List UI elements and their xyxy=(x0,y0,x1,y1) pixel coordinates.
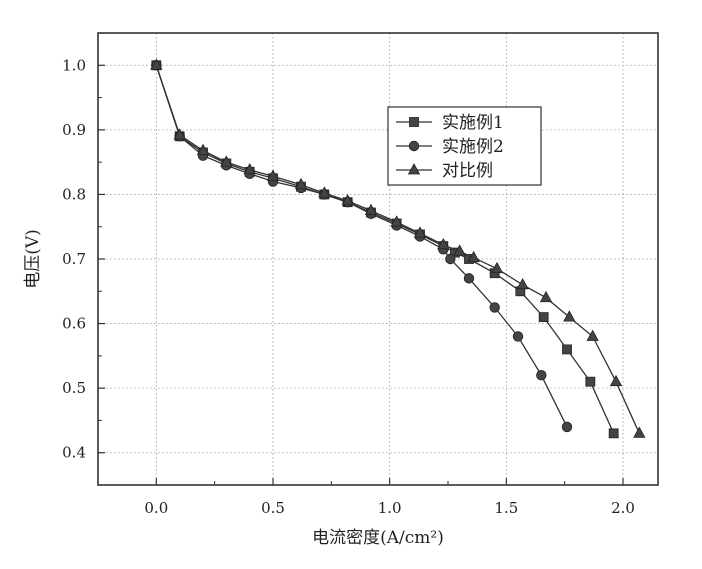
legend-label: 对比例 xyxy=(442,161,493,181)
y-tick-label: 0.4 xyxy=(62,444,86,462)
data-point xyxy=(562,422,572,432)
data-point xyxy=(537,370,547,380)
y-tick-label: 0.5 xyxy=(62,379,86,397)
x-axis-title: 电流密度(A/cm²) xyxy=(312,528,444,548)
x-tick-label: 1.5 xyxy=(494,499,518,517)
data-point xyxy=(586,377,595,386)
legend-marker xyxy=(410,118,419,127)
data-point xyxy=(513,332,523,342)
y-tick-label: 0.8 xyxy=(62,185,86,203)
legend: 实施例1 实施例2 对比例 xyxy=(388,107,541,185)
y-tick-label: 0.6 xyxy=(62,315,86,333)
legend-label: 实施例2 xyxy=(442,137,504,157)
data-point xyxy=(609,429,618,438)
y-tick-label: 0.9 xyxy=(62,121,86,139)
x-tick-label: 1.0 xyxy=(378,499,402,517)
data-point xyxy=(490,303,500,313)
y-axis-title: 电压(V) xyxy=(23,229,43,289)
data-point xyxy=(464,274,474,284)
x-tick-label: 0.0 xyxy=(144,499,168,517)
legend-marker xyxy=(409,141,419,151)
legend-label: 实施例1 xyxy=(442,113,504,133)
x-tick-label: 0.5 xyxy=(261,499,285,517)
data-point xyxy=(539,313,548,322)
y-tick-label: 1.0 xyxy=(62,56,86,74)
data-point xyxy=(563,345,572,354)
y-tick-label: 0.7 xyxy=(62,250,86,268)
x-tick-label: 2.0 xyxy=(611,499,635,517)
